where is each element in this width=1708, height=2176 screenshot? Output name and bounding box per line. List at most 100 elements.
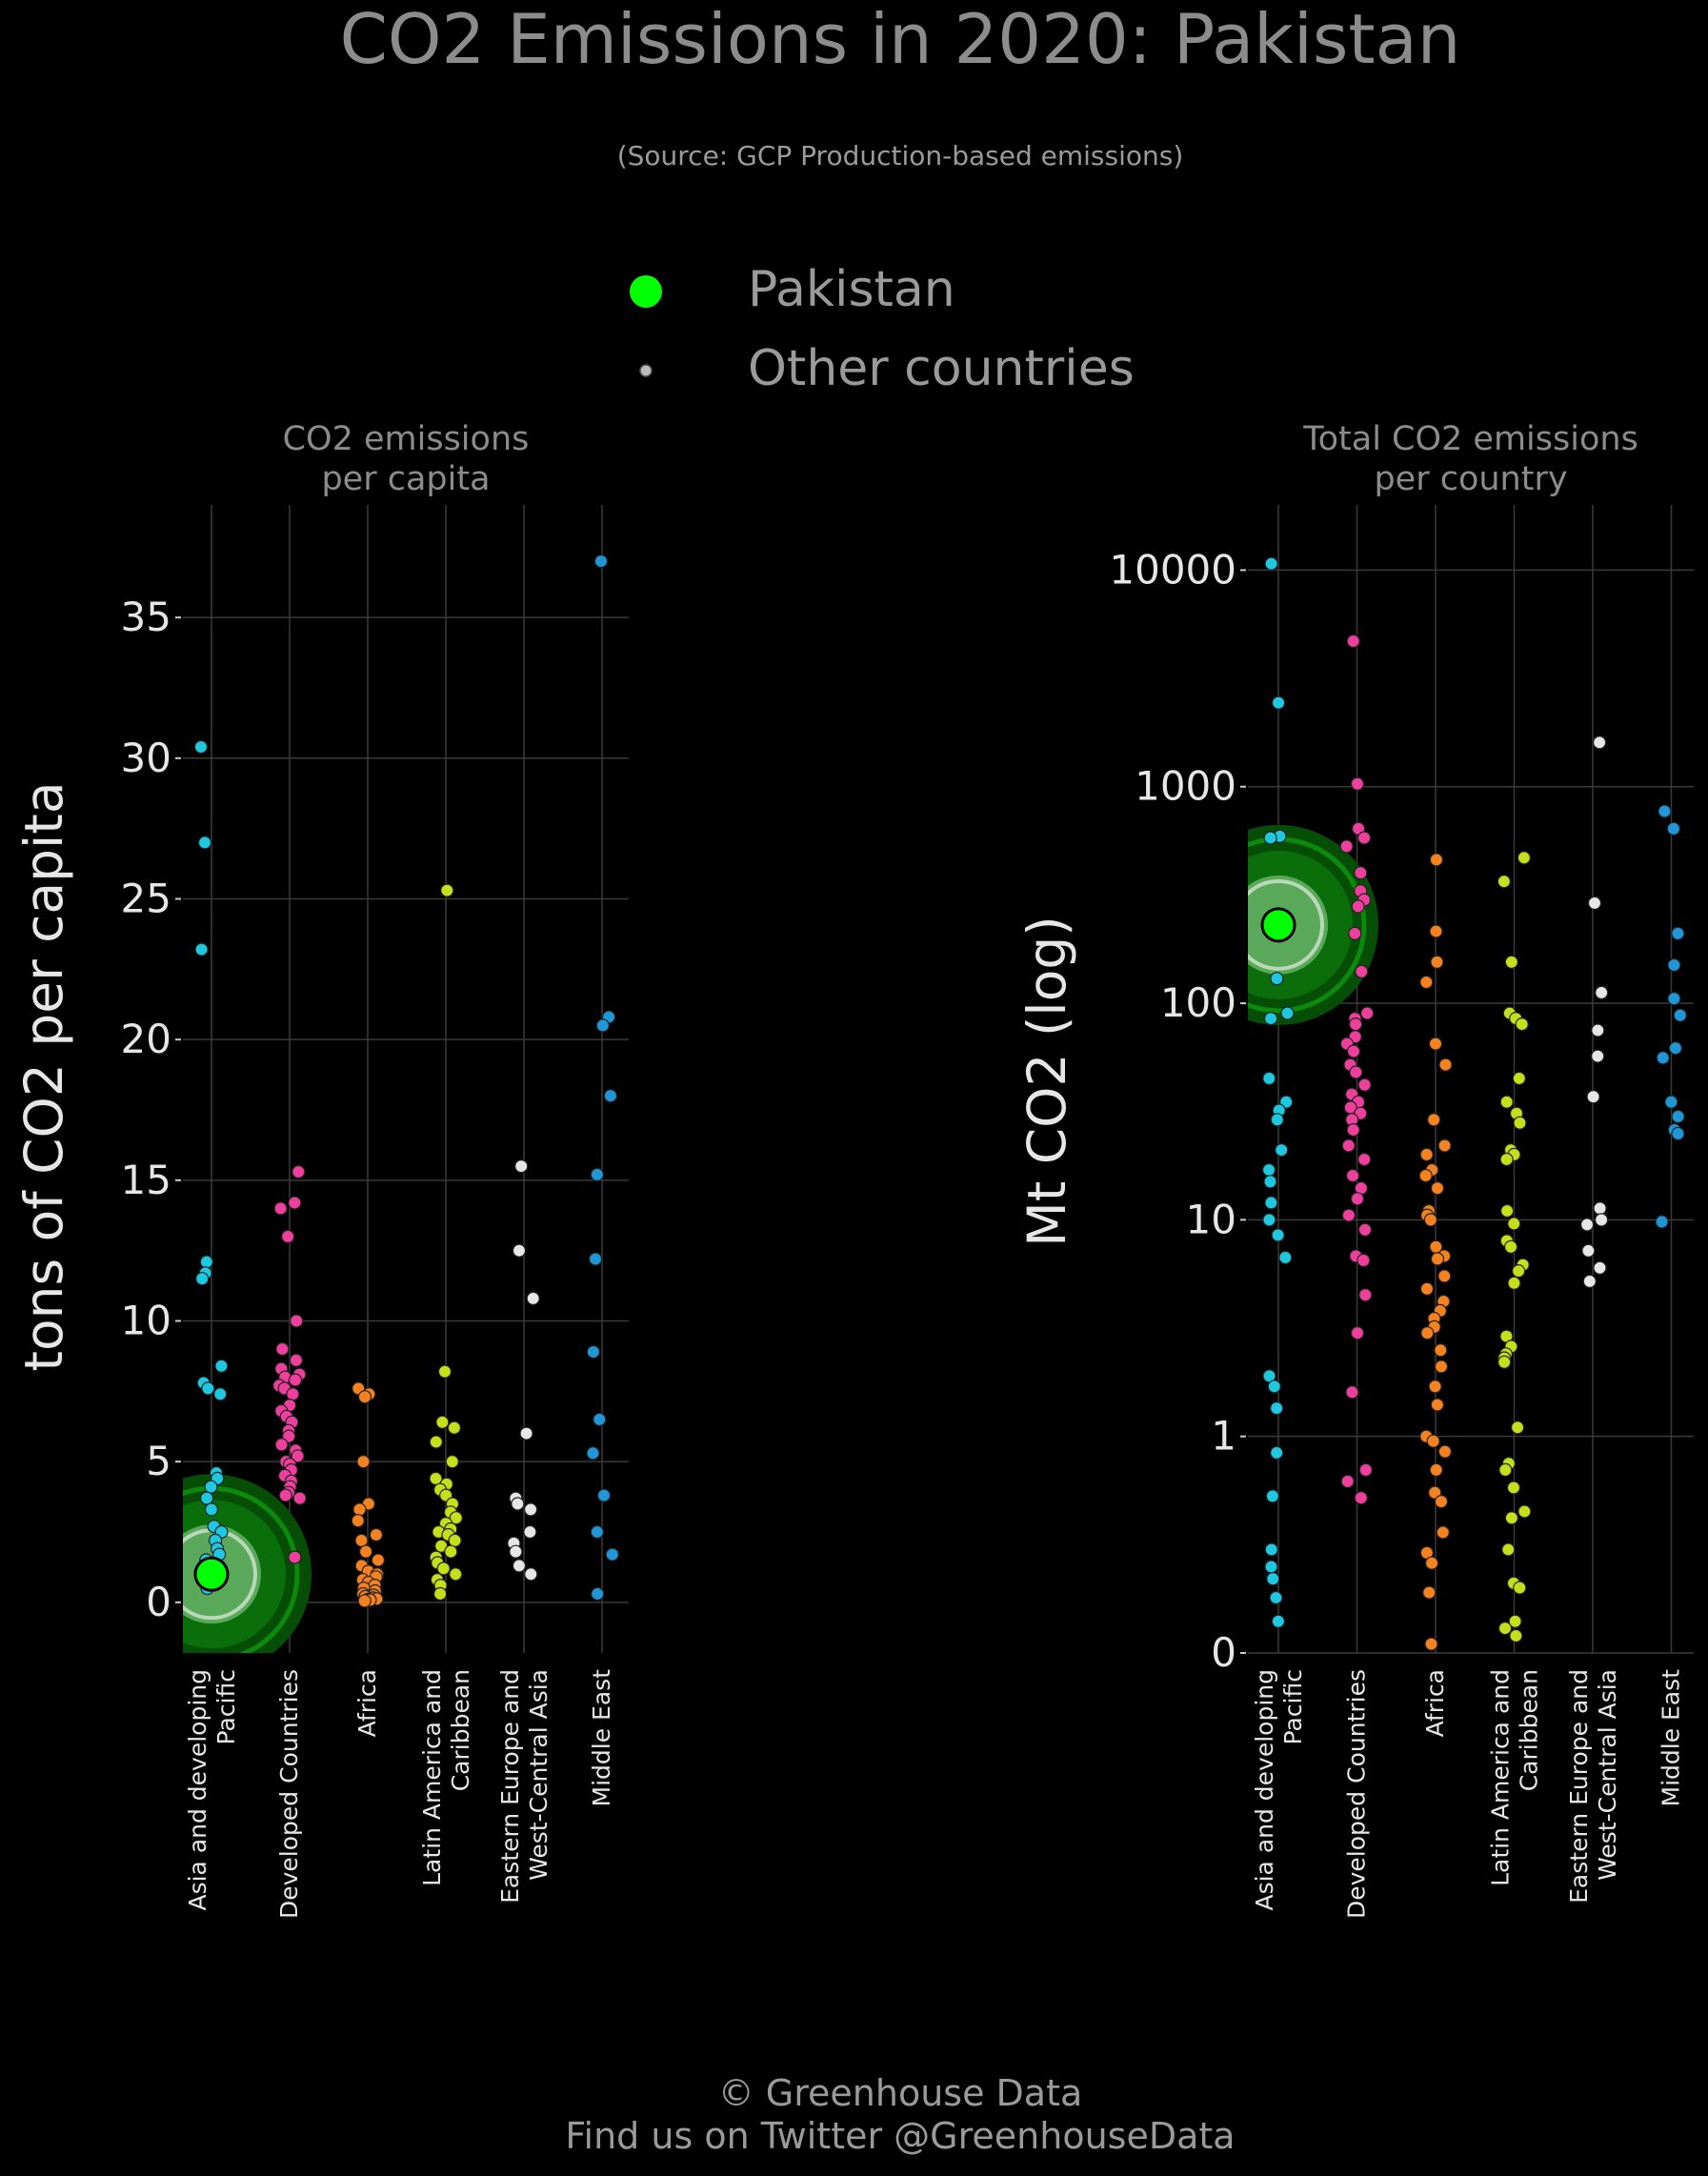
- data-point: [1264, 1196, 1278, 1210]
- halo-ring-light: [1248, 878, 1324, 971]
- data-point: [1356, 831, 1372, 845]
- data-point: [1357, 1222, 1373, 1237]
- data-point: [1346, 1122, 1360, 1138]
- legend-label-other: Other countries: [748, 340, 1135, 397]
- data-point: [1348, 926, 1362, 940]
- data-point: [1671, 1109, 1685, 1124]
- data-point: [204, 1502, 219, 1517]
- x-tick-label: Latin America andCaribbean: [418, 1669, 474, 1886]
- data-point: [1594, 1213, 1609, 1227]
- data-point: [593, 1412, 607, 1427]
- data-point: [1673, 1008, 1687, 1022]
- panel-per-capita: CO2 emissions per capita tons of CO2 per c…: [13, 420, 629, 1919]
- y-tick-label: 25: [121, 875, 171, 921]
- data-point: [201, 1381, 215, 1396]
- highlight-point-pakistan: [193, 1556, 230, 1592]
- data-point: [1267, 1380, 1281, 1394]
- data-point: [1499, 1152, 1514, 1167]
- data-point: [1354, 866, 1368, 880]
- data-point: [195, 1272, 210, 1286]
- x-tick-label: Eastern Europe andWest-Central Asia: [496, 1669, 553, 1904]
- data-point: [213, 1387, 228, 1401]
- data-point: [1420, 1326, 1435, 1340]
- data-point: [1434, 1343, 1448, 1358]
- data-point: [1655, 1215, 1669, 1229]
- data-point: [357, 1390, 372, 1404]
- data-point: [1350, 1326, 1365, 1340]
- data-point: [1348, 1017, 1363, 1032]
- data-point: [591, 1586, 605, 1602]
- data-point: [1595, 985, 1609, 1000]
- data-point: [1593, 1201, 1607, 1216]
- data-point: [1668, 1041, 1683, 1056]
- data-point: [514, 1159, 529, 1174]
- data-point: [1579, 1218, 1595, 1232]
- data-point: [1671, 926, 1685, 940]
- data-point: [291, 1164, 306, 1179]
- data-point: [1419, 1281, 1435, 1296]
- data-point: [1437, 1444, 1453, 1459]
- data-point: [1581, 1243, 1596, 1258]
- data-point: [1430, 1181, 1445, 1196]
- data-point: [1513, 1581, 1527, 1595]
- data-point: [1591, 1049, 1605, 1063]
- data-point: [357, 1594, 372, 1608]
- panel-total: Total CO2 emissions per country Mt CO2 (lo…: [1016, 420, 1694, 1919]
- data-point: [1430, 955, 1444, 969]
- data-point: [436, 1561, 451, 1576]
- data-point: [200, 1491, 214, 1505]
- data-point: [275, 1341, 290, 1357]
- data-point: [1424, 1556, 1439, 1570]
- data-point: [1582, 1274, 1597, 1289]
- data-point: [1360, 1006, 1375, 1020]
- data-point: [1501, 1542, 1516, 1557]
- data-point: [1270, 1113, 1284, 1127]
- data-point: [1428, 1037, 1443, 1051]
- data-point: [1346, 634, 1360, 649]
- data-point: [1345, 1168, 1360, 1183]
- data-point: [1270, 1445, 1284, 1461]
- data-point: [1358, 1288, 1373, 1302]
- data-point: [1428, 1485, 1442, 1500]
- data-point: [595, 1018, 610, 1033]
- y-tick-label: 100: [1160, 979, 1236, 1026]
- data-point: [369, 1527, 383, 1542]
- data-point: [1350, 776, 1365, 791]
- data-point: [273, 1201, 288, 1216]
- x-tick-label: Latin America andCaribbean: [1487, 1669, 1543, 1886]
- legend-label-pakistan: Pakistan: [748, 261, 955, 318]
- data-point: [281, 1229, 295, 1244]
- data-point: [526, 1291, 540, 1306]
- data-point: [1430, 1398, 1445, 1412]
- data-point: [440, 883, 454, 897]
- data-point: [1263, 1011, 1278, 1026]
- y-tick-label: 30: [121, 735, 171, 781]
- data-point: [1497, 1621, 1513, 1636]
- data-point: [1497, 1355, 1512, 1369]
- data-point: [199, 1255, 213, 1269]
- data-point: [204, 1480, 218, 1494]
- data-point: [1507, 1276, 1521, 1290]
- data-point: [511, 1497, 525, 1511]
- data-point: [1339, 839, 1354, 854]
- data-point: [1271, 1614, 1286, 1628]
- data-point: [586, 1446, 600, 1461]
- data-point: [214, 1359, 229, 1373]
- data-point: [1515, 1017, 1529, 1032]
- data-point: [1422, 1585, 1437, 1600]
- data-point: [1512, 1071, 1526, 1086]
- data-point: [593, 554, 609, 569]
- legend: Pakistan Other countries: [630, 261, 1135, 397]
- legend-marker-other: [639, 364, 653, 377]
- chart-title: CO2 Emissions in 2020: Pakistan: [340, 0, 1461, 79]
- data-point: [512, 1243, 527, 1258]
- data-point: [1269, 1590, 1283, 1605]
- y-tick-label: 0: [146, 1579, 171, 1625]
- data-point: [1427, 1113, 1441, 1127]
- data-point: [1271, 695, 1286, 710]
- footer-copyright: © Greenhouse Data: [718, 2072, 1083, 2114]
- data-point: [512, 1559, 527, 1573]
- data-point: [371, 1553, 385, 1567]
- data-point: [1513, 1116, 1527, 1130]
- data-point: [1265, 1489, 1280, 1503]
